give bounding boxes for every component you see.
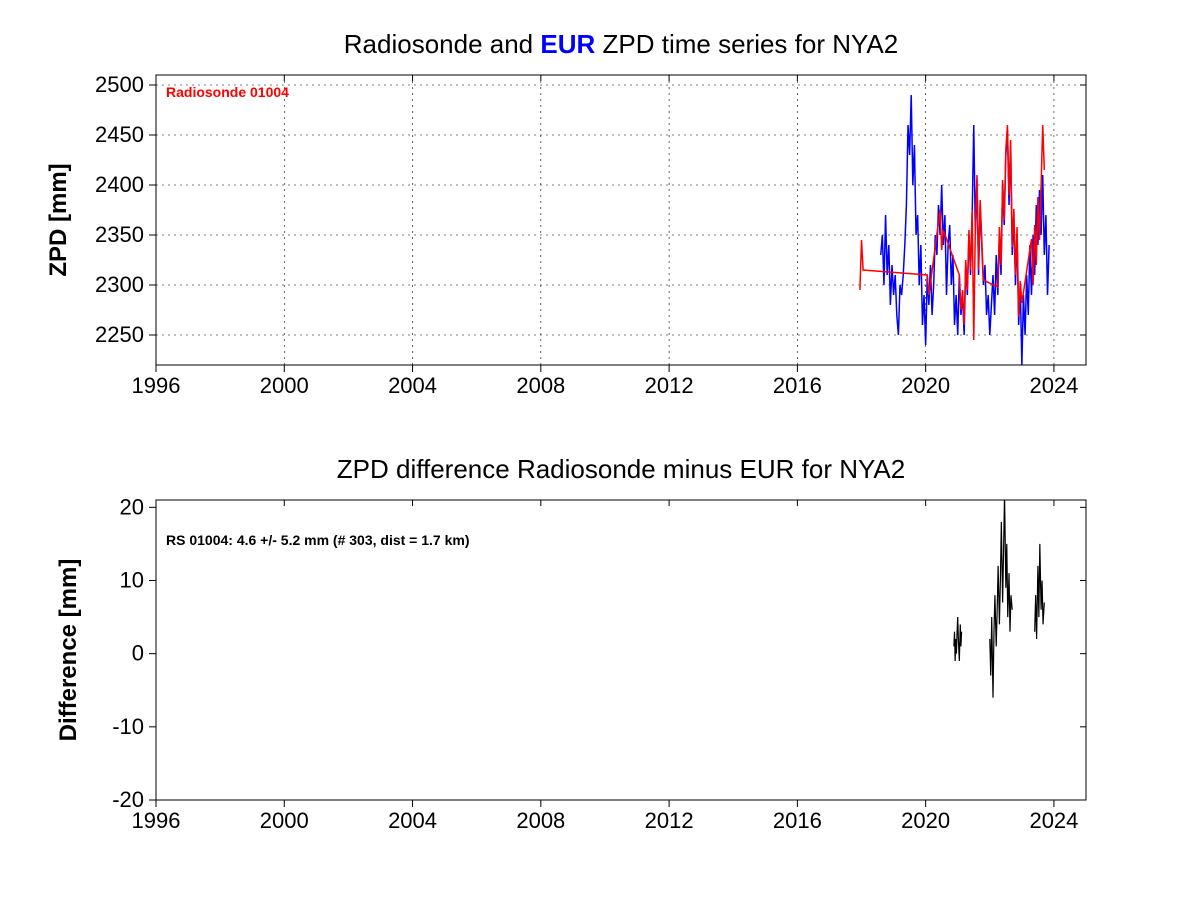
x-tick-label: 2020 [901,373,950,398]
bottom-chart-title: ZPD difference Radiosonde minus EUR for … [337,454,905,484]
y-tick-label: 2300 [95,272,144,297]
y-tick-label: 2350 [95,222,144,247]
figure-container: 1996 2000 2004 2008 2012 2016 2020 2024 2250 230… [0,0,1201,901]
x-tick-label: 2016 [773,373,822,398]
top-chart-title: Radiosonde and EUR ZPD time series for N… [344,29,898,59]
x-tick-label: 2004 [388,808,437,833]
y-tick-label: -20 [112,787,144,812]
x-tick-label: 2012 [645,373,694,398]
y-tick-label: 2450 [95,122,144,147]
x-tick-label: 2012 [645,808,694,833]
y-tick-label: 0 [132,641,144,666]
bottom-y-axis-label: Difference [mm] [55,559,82,742]
top-y-axis-label: ZPD [mm] [45,163,72,276]
y-tick-label: 10 [120,567,144,592]
y-tick-label: 2250 [95,322,144,347]
y-tick-label: 20 [120,494,144,519]
y-tick-label: -10 [112,714,144,739]
x-tick-label: 2020 [901,808,950,833]
top-annotation-text: Radiosonde 01004 [166,84,289,100]
x-tick-label: 2024 [1029,373,1078,398]
x-tick-label: 2008 [516,808,565,833]
x-tick-label: 2008 [516,373,565,398]
top-chart: 1996 2000 2004 2008 2012 2016 2020 2024 2250 230… [45,29,1086,398]
x-tick-label: 2000 [260,808,309,833]
y-tick-label: 2400 [95,172,144,197]
x-tick-label: 1996 [132,373,181,398]
x-tick-label: 2024 [1029,808,1078,833]
top-plot-area [156,75,1086,365]
bottom-annotation-text: RS 01004: 4.6 +/- 5.2 mm (# 303, dist = … [166,532,470,548]
x-tick-label: 2004 [388,373,437,398]
x-tick-label: 2016 [773,808,822,833]
x-tick-label: 2000 [260,373,309,398]
bottom-chart: 19962000200420082012201620202024 -20-100… [55,454,1086,833]
chart-svg: 1996 2000 2004 2008 2012 2016 2020 2024 2250 230… [0,0,1201,901]
y-tick-label: 2500 [95,72,144,97]
